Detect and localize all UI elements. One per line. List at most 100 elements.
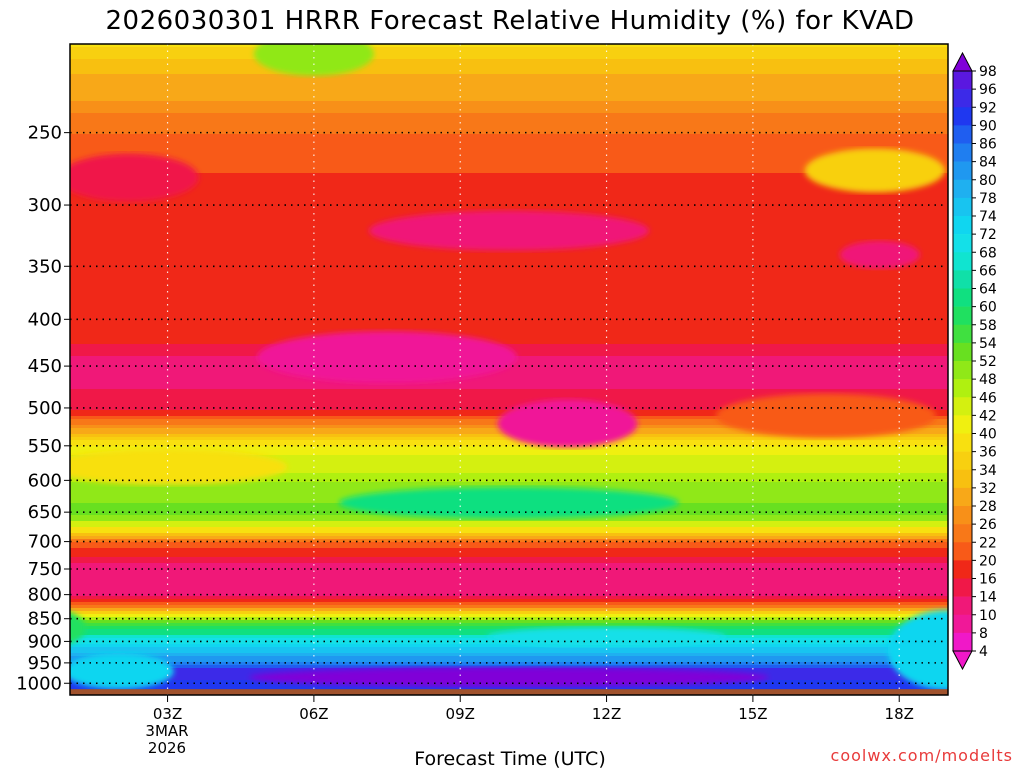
rh-band [70, 203, 948, 207]
colorbar-label: 66 [979, 263, 997, 279]
colorbar-segment [953, 179, 972, 199]
rh-band [70, 89, 948, 93]
x-tick-label: 18Z [885, 705, 914, 723]
rh-band [70, 329, 948, 333]
rh-band [70, 278, 948, 282]
y-tick-label: 650 [28, 502, 62, 523]
rh-band [70, 77, 948, 81]
rh-anomaly [339, 486, 679, 519]
rh-band [70, 446, 948, 450]
rh-band [70, 443, 948, 447]
colorbar-segment [953, 216, 972, 235]
rh-anomaly [70, 448, 288, 485]
rh-band [70, 527, 948, 531]
colorbar-label: 22 [979, 535, 997, 551]
colorbar-label: 26 [979, 517, 997, 533]
colorbar-segment [953, 506, 972, 525]
rh-band [70, 449, 948, 453]
rh-band [70, 629, 948, 633]
rh-band [70, 560, 948, 564]
rh-band [70, 464, 948, 468]
colorbar-segment [953, 143, 972, 162]
surface-band [70, 689, 948, 695]
colorbar-label: 40 [979, 427, 997, 443]
rh-band [70, 110, 948, 114]
rh-anomaly [804, 148, 945, 193]
rh-band [70, 644, 948, 648]
rh-band [70, 311, 948, 315]
rh-band [70, 647, 948, 651]
rh-band [70, 302, 948, 306]
colorbar-segment [953, 270, 972, 289]
rh-anomaly [70, 653, 174, 690]
colorbar-label: 10 [979, 608, 997, 624]
colorbar-label: 48 [979, 372, 997, 388]
rh-band [70, 140, 948, 144]
rh-band [70, 173, 948, 177]
y-tick-label: 950 [28, 653, 62, 674]
rh-band [70, 287, 948, 291]
rh-band [70, 275, 948, 279]
rh-band [70, 326, 948, 330]
rh-band [70, 599, 948, 603]
rh-band [70, 80, 948, 84]
colorbar-label: 98 [979, 64, 997, 80]
rh-band [70, 593, 948, 597]
rh-band [70, 284, 948, 288]
rh-band [70, 470, 948, 474]
rh-band [70, 536, 948, 540]
rh-band [70, 296, 948, 300]
rh-band [70, 155, 948, 159]
rh-band [70, 176, 948, 180]
rh-band [70, 650, 948, 654]
rh-band [70, 62, 948, 66]
y-tick-label: 800 [28, 585, 62, 606]
rh-band [70, 200, 948, 204]
rh-band [70, 596, 948, 600]
rh-band [70, 44, 948, 48]
rh-band [70, 590, 948, 594]
colorbar-segment [953, 161, 972, 181]
colorbar-label: 72 [979, 227, 997, 243]
y-tick-label: 250 [28, 123, 62, 144]
colorbar-segment [953, 578, 972, 597]
rh-band [70, 254, 948, 258]
x-axis: 03Z 06Z 09Z 12Z 15Z 18Z [153, 695, 914, 723]
y-tick-label: 850 [28, 609, 62, 630]
rh-band [70, 179, 948, 183]
rh-band [70, 191, 948, 195]
rh-band [70, 482, 948, 486]
plot-frame [69, 43, 949, 696]
rh-band [70, 251, 948, 255]
rh-anomaly [716, 393, 937, 438]
rh-band [70, 269, 948, 273]
rh-band [70, 608, 948, 612]
colorbar-label: 96 [979, 82, 997, 98]
rh-band [70, 194, 948, 198]
rh-band [70, 206, 948, 210]
colorbar-segment [953, 379, 972, 398]
rh-band [70, 170, 948, 174]
colorbar-label: 84 [979, 155, 997, 171]
rh-band [70, 485, 948, 489]
rh-band [70, 101, 948, 105]
colorbar-segment [953, 107, 972, 126]
rh-band [70, 197, 948, 201]
colorbar-label: 4 [979, 644, 988, 660]
rh-band [70, 368, 948, 372]
colorbar-segment [953, 324, 972, 344]
rh-band [70, 437, 948, 441]
rh-band [70, 686, 948, 690]
y-tick-label: 600 [28, 470, 62, 491]
x-tick-label: 09Z [446, 705, 475, 723]
rh-band [70, 335, 948, 339]
rh-band [70, 53, 948, 57]
rh-band [70, 161, 948, 165]
rh-band [70, 545, 948, 549]
rh-band [70, 272, 948, 276]
rh-band [70, 392, 948, 396]
rh-band [70, 530, 948, 534]
colorbar-label: 20 [979, 553, 997, 569]
colorbar-segment [953, 288, 972, 307]
